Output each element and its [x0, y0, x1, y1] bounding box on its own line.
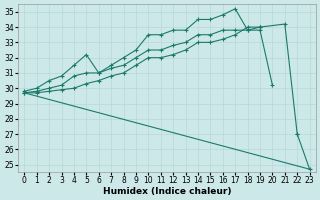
X-axis label: Humidex (Indice chaleur): Humidex (Indice chaleur): [103, 187, 231, 196]
